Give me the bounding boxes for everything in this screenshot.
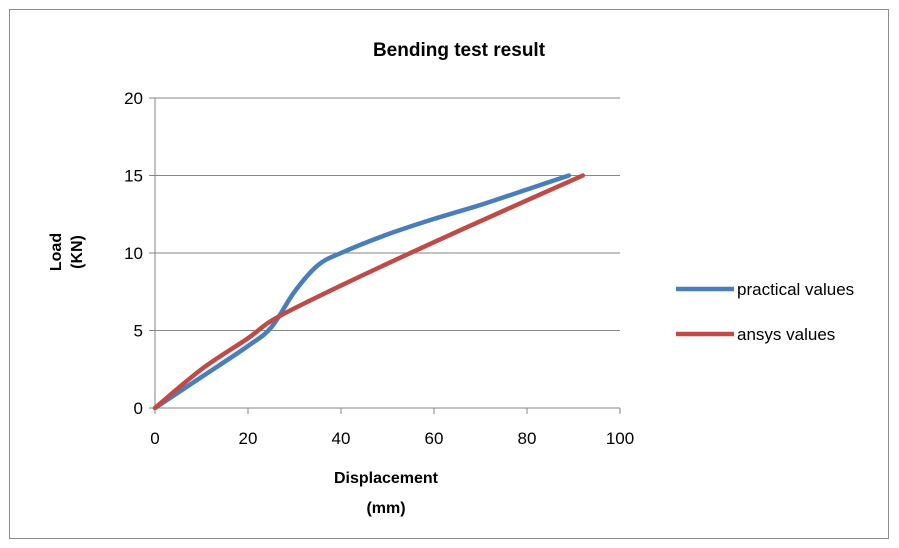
legend-label: ansys values [737,325,835,344]
y-axis-label-line1: Load [48,233,65,271]
chart-title: Bending test result [373,40,546,61]
axes [154,98,621,414]
x-axis-label-line2: (mm) [366,500,405,517]
gridlines [149,97,620,409]
x-tick-label: 0 [150,429,159,448]
chart-frame [9,9,889,539]
x-tick-labels: 0 20 40 60 80 100 [150,429,634,448]
y-axis-label-line2: (KN) [69,235,86,269]
x-tick-label: 80 [518,429,537,448]
y-tick-label: 20 [124,89,143,108]
series-line-ansys-values [152,173,586,411]
y-tick-labels: 0 5 10 15 20 [124,89,143,418]
x-tick-label: 20 [239,429,258,448]
y-tick-label: 0 [134,399,143,418]
series-lines [152,173,586,411]
series-line-practical-values [152,173,572,411]
y-tick-label: 10 [124,244,143,263]
legend-label: practical values [737,280,854,299]
x-tick-label: 60 [425,429,444,448]
x-tick-label: 100 [606,429,634,448]
x-axis-label-line1: Displacement [334,470,439,487]
x-tick-label: 40 [332,429,351,448]
y-tick-label: 5 [134,322,143,341]
legend: practical values ansys values [676,280,854,344]
y-tick-label: 15 [124,167,143,186]
